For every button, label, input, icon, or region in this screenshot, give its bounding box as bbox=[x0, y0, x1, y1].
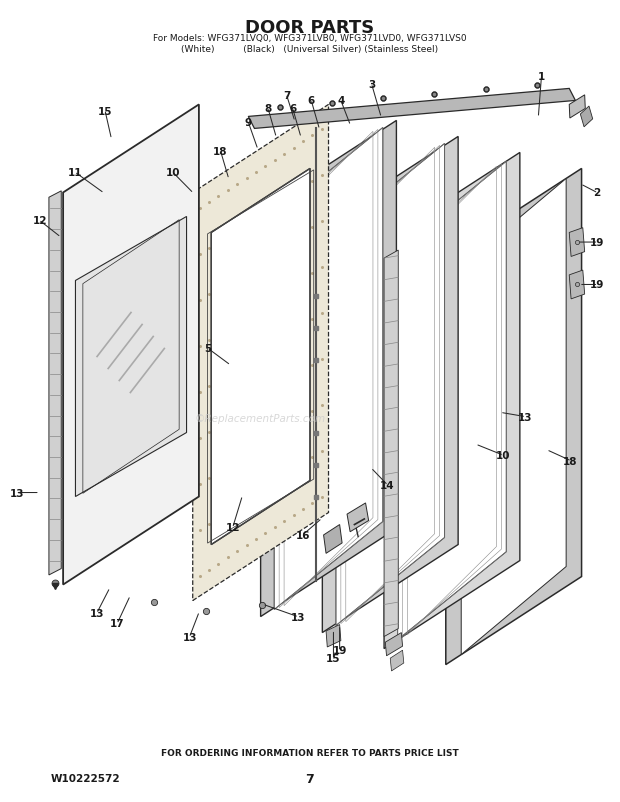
Text: 4: 4 bbox=[337, 96, 345, 107]
Polygon shape bbox=[390, 650, 404, 671]
Polygon shape bbox=[385, 633, 402, 656]
Text: DOOR PARTS: DOOR PARTS bbox=[246, 19, 374, 37]
Text: 15: 15 bbox=[98, 107, 112, 116]
Polygon shape bbox=[211, 169, 310, 545]
Text: 13: 13 bbox=[9, 488, 24, 498]
Text: 18: 18 bbox=[213, 147, 228, 156]
Polygon shape bbox=[569, 229, 585, 257]
Polygon shape bbox=[49, 192, 61, 575]
Polygon shape bbox=[384, 153, 520, 649]
Text: 17: 17 bbox=[110, 618, 125, 628]
Polygon shape bbox=[248, 89, 575, 129]
Polygon shape bbox=[179, 353, 194, 377]
Polygon shape bbox=[336, 144, 445, 626]
Text: (White)          (Black)   (Universal Silver) (Stainless Steel): (White) (Black) (Universal Silver) (Stai… bbox=[182, 46, 438, 55]
Text: 10: 10 bbox=[495, 451, 510, 460]
Text: 13: 13 bbox=[518, 412, 532, 422]
Text: 8: 8 bbox=[264, 104, 272, 114]
Text: 11: 11 bbox=[68, 168, 82, 178]
Polygon shape bbox=[461, 179, 566, 654]
Text: 16: 16 bbox=[295, 530, 310, 541]
Text: 7: 7 bbox=[306, 772, 314, 784]
Text: 9: 9 bbox=[245, 118, 252, 128]
Text: 13: 13 bbox=[290, 612, 305, 622]
Text: 6: 6 bbox=[308, 96, 315, 107]
Text: 7: 7 bbox=[283, 91, 290, 101]
Polygon shape bbox=[193, 105, 329, 601]
Text: 5: 5 bbox=[205, 344, 212, 354]
Text: 3: 3 bbox=[368, 80, 375, 91]
Polygon shape bbox=[347, 504, 369, 532]
Text: 15: 15 bbox=[326, 654, 341, 663]
Text: 2: 2 bbox=[593, 188, 601, 198]
Text: 10: 10 bbox=[166, 168, 180, 178]
Text: ©ReplacementParts.com: ©ReplacementParts.com bbox=[195, 414, 326, 423]
Polygon shape bbox=[177, 179, 192, 354]
Polygon shape bbox=[274, 128, 383, 610]
Text: 12: 12 bbox=[226, 522, 240, 533]
Polygon shape bbox=[580, 107, 593, 128]
Text: 6: 6 bbox=[289, 104, 296, 114]
Polygon shape bbox=[326, 625, 341, 647]
Text: 14: 14 bbox=[380, 480, 394, 490]
Polygon shape bbox=[569, 271, 585, 299]
Text: For Models: WFG371LVQ0, WFG371LVB0, WFG371LVD0, WFG371LVS0: For Models: WFG371LVQ0, WFG371LVB0, WFG3… bbox=[153, 34, 467, 43]
Text: FOR ORDERING INFORMATION REFER TO PARTS PRICE LIST: FOR ORDERING INFORMATION REFER TO PARTS … bbox=[161, 748, 459, 757]
Polygon shape bbox=[63, 105, 199, 585]
Polygon shape bbox=[446, 169, 582, 665]
Text: 19: 19 bbox=[590, 237, 604, 248]
Polygon shape bbox=[260, 121, 396, 617]
Polygon shape bbox=[397, 162, 507, 640]
Polygon shape bbox=[324, 525, 342, 553]
Text: 18: 18 bbox=[563, 456, 578, 466]
Text: 19: 19 bbox=[590, 280, 604, 290]
Text: 19: 19 bbox=[332, 646, 347, 655]
Text: 1: 1 bbox=[538, 72, 545, 83]
Polygon shape bbox=[384, 251, 398, 637]
Text: 13: 13 bbox=[182, 632, 197, 642]
Polygon shape bbox=[322, 137, 458, 633]
Polygon shape bbox=[569, 95, 585, 119]
Text: 13: 13 bbox=[90, 608, 104, 618]
Polygon shape bbox=[184, 376, 195, 394]
Text: W10222572: W10222572 bbox=[51, 773, 120, 784]
Polygon shape bbox=[76, 217, 187, 497]
Text: 12: 12 bbox=[32, 217, 47, 226]
